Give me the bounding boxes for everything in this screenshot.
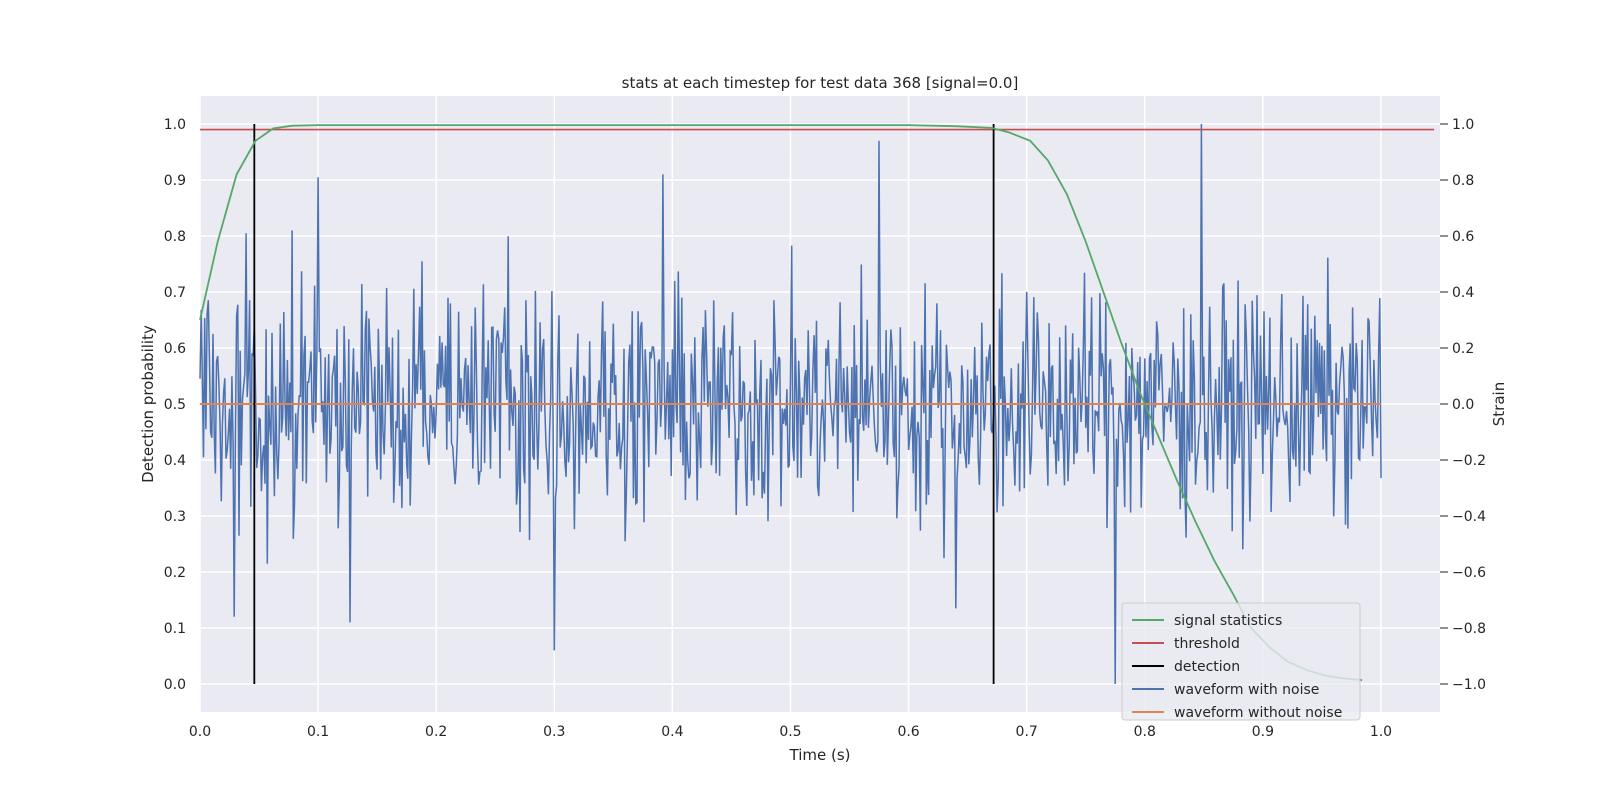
x-tick-label: 0.8 [1134,724,1156,740]
chart-title: stats at each timestep for test data 368… [622,74,1019,92]
legend-label: signal statistics [1174,613,1282,629]
x-tick-label: 0.5 [779,724,801,740]
x-axis-label: Time (s) [789,746,851,764]
y-tick-label-left: 0.3 [164,509,186,525]
x-tick-label: 1.0 [1370,724,1392,740]
y-tick-label-right: 0.6 [1452,229,1474,245]
y-tick-label-right: −1.0 [1452,677,1486,693]
x-ticks: 0.0 0.1 0.2 0.3 0.4 0.5 0.6 0.7 0.8 0.9 1.0 [189,724,1392,740]
x-tick-label: 0.4 [661,724,683,740]
series-group [199,123,1435,685]
x-tick-label: 0.3 [543,724,565,740]
y-tick-label-left: 0.0 [164,677,186,693]
x-tick-label: 0.9 [1252,724,1274,740]
y-tick-label-left: 0.8 [164,229,186,245]
waveform-with-noise-line [199,123,1382,685]
legend-label: threshold [1174,636,1240,652]
y-tick-label-right: −0.2 [1452,453,1486,469]
legend-label: detection [1174,659,1240,675]
y-tick-label-right: −0.8 [1452,621,1486,637]
legend-label: waveform with noise [1174,682,1319,698]
y-tick-label-right: 1.0 [1452,117,1474,133]
y-tick-label-right: −0.6 [1452,565,1486,581]
y-tick-label-left: 0.2 [164,565,186,581]
y-ticks-right: −1.0 −0.8 −0.6 −0.4 −0.2 0.0 0.2 0.4 0.6 0.8 1.0 [1440,117,1486,693]
y-axis-label-right: Strain [1490,382,1508,426]
y-tick-label-left: 0.9 [164,173,186,189]
legend: signal statistics threshold detection wavef… [1121,602,1361,721]
x-tick-label: 0.2 [425,724,447,740]
y-ticks-left: 0.0 0.1 0.2 0.3 0.4 0.5 0.6 0.7 0.8 0.9 1.0 [164,117,186,693]
y-axis-label-left: Detection probability [139,325,157,483]
y-tick-label-right: 0.2 [1452,341,1474,357]
legend-label: waveform without noise [1174,705,1342,721]
y-tick-label-left: 0.5 [164,397,186,413]
y-tick-label-left: 0.1 [164,621,186,637]
x-tick-label: 0.1 [307,724,329,740]
x-tick-label: 0.6 [897,724,919,740]
y-tick-label-right: 0.0 [1452,397,1474,413]
legend-box [1121,602,1361,721]
y-tick-label-right: 0.8 [1452,173,1474,189]
x-tick-label: 0.7 [1016,724,1038,740]
y-tick-label-left: 0.4 [164,453,186,469]
y-tick-label-left: 0.6 [164,341,186,357]
y-tick-label-right: −0.4 [1452,509,1486,525]
x-tick-label: 0.0 [189,724,211,740]
y-tick-label-left: 1.0 [164,117,186,133]
y-tick-label-right: 0.4 [1452,285,1474,301]
y-tick-label-left: 0.7 [164,285,186,301]
